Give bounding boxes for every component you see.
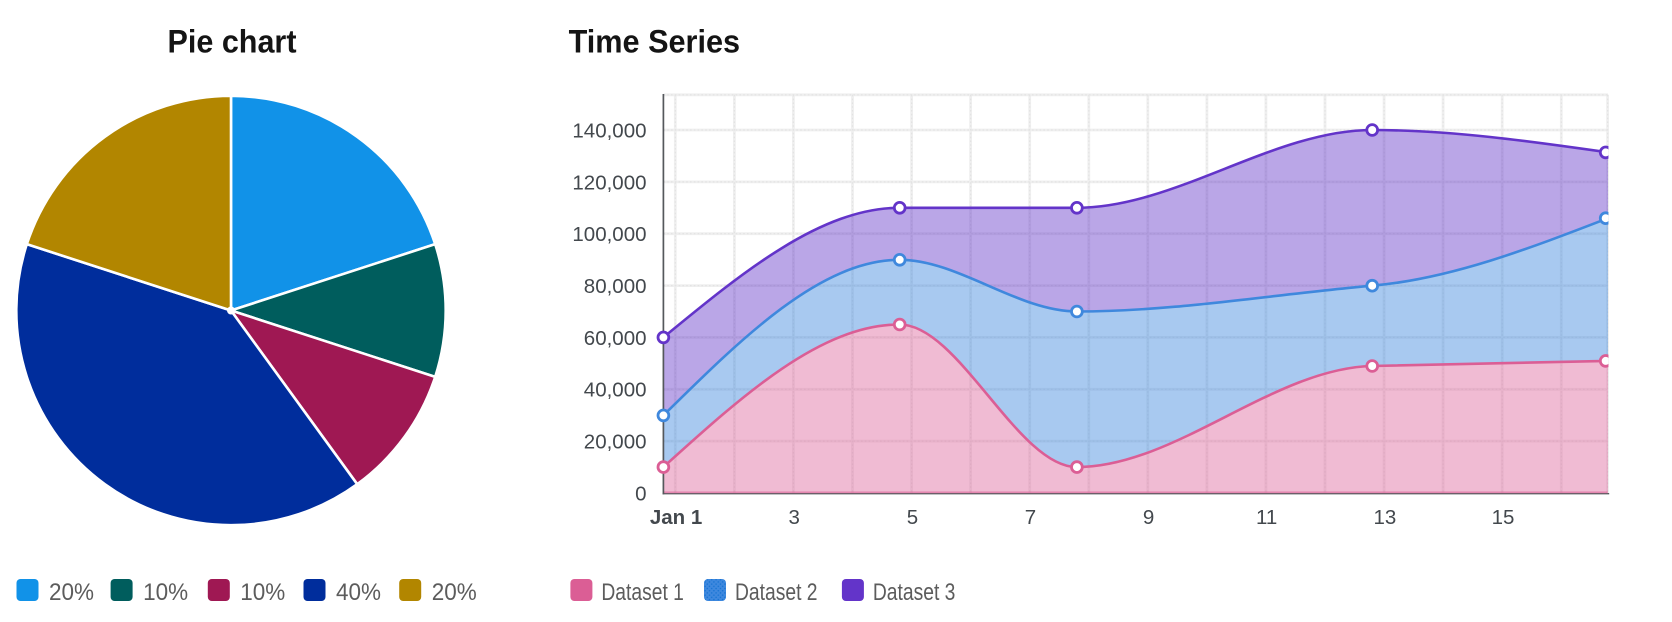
svg-text:15: 15 [1492,506,1515,529]
svg-text:0: 0 [635,482,646,505]
svg-text:5: 5 [907,506,918,529]
svg-text:Jan 1: Jan 1 [650,506,702,529]
svg-text:120,000: 120,000 [572,171,646,194]
svg-text:40%: 40% [336,579,381,606]
svg-text:10%: 10% [143,579,188,606]
svg-text:13: 13 [1373,506,1396,529]
svg-text:Pie chart: Pie chart [168,23,297,59]
svg-text:20%: 20% [432,579,477,606]
svg-text:20,000: 20,000 [584,431,647,454]
svg-text:140,000: 140,000 [572,119,646,142]
svg-text:10%: 10% [240,579,285,606]
svg-text:Dataset 2: Dataset 2 [735,579,818,606]
svg-text:60,000: 60,000 [584,327,647,350]
svg-text:3: 3 [788,506,799,529]
svg-text:7: 7 [1025,506,1036,529]
svg-text:Dataset 1: Dataset 1 [601,579,684,606]
svg-text:80,000: 80,000 [584,275,647,298]
svg-text:40,000: 40,000 [584,379,647,402]
svg-text:Dataset 3: Dataset 3 [873,579,956,606]
svg-text:20%: 20% [49,579,94,606]
svg-text:9: 9 [1143,506,1154,529]
svg-text:Time Series: Time Series [569,23,741,59]
svg-text:11: 11 [1256,506,1277,529]
svg-text:100,000: 100,000 [572,223,646,246]
